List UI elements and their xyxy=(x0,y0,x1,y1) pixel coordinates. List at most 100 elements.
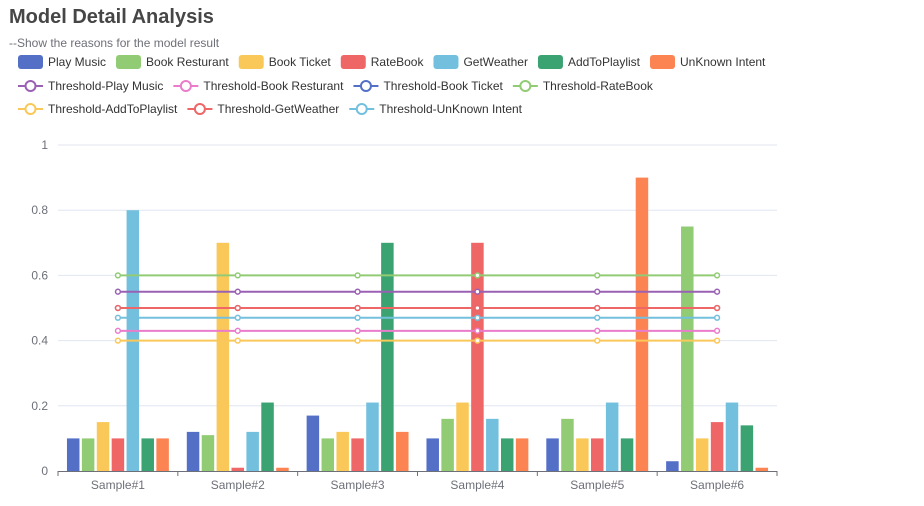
point-threshold-ratebook xyxy=(114,272,122,279)
point-threshold-play-music xyxy=(354,288,361,295)
bar-ratebook xyxy=(591,438,604,471)
legend-label: RateBook xyxy=(371,55,425,69)
legend-item-play-music[interactable]: Play Music xyxy=(18,55,106,69)
bar-book-resturant xyxy=(201,435,215,471)
y-tick-label: 0.2 xyxy=(31,399,48,413)
bar-getweather xyxy=(246,431,259,471)
bar-addtoplaylist xyxy=(620,438,634,471)
legend-label: Threshold-Book Ticket xyxy=(383,79,503,93)
point-threshold-ratebook xyxy=(713,272,721,279)
legend-label: Book Ticket xyxy=(269,55,332,69)
legend-item-threshold-unknown-intent[interactable]: Threshold-UnKnown Intent xyxy=(349,102,523,116)
legend: Play Music Book Resturant Book Ticket RateB… xyxy=(18,55,766,116)
legend-label: Threshold-Book Resturant xyxy=(203,79,344,93)
legend-item-book-ticket[interactable]: Book Ticket xyxy=(238,55,332,69)
bar-unknown-intent xyxy=(755,467,769,471)
bar-play-music xyxy=(306,415,320,471)
legend-item-addtoplaylist[interactable]: AddToPlaylist xyxy=(537,55,641,69)
legend-item-threshold-getweather[interactable]: Threshold-GetWeather xyxy=(187,102,339,116)
legend-item-threshold-play-music[interactable]: Threshold-Play Music xyxy=(18,79,163,93)
bar-addtoplaylist xyxy=(500,438,514,471)
bar-book-resturant xyxy=(681,226,694,471)
bar-ratebook xyxy=(471,242,484,471)
legend-swatch-marker xyxy=(519,80,532,92)
point-threshold-book-resturant xyxy=(474,327,481,334)
legend-label: UnKnown Intent xyxy=(680,55,766,69)
x-tick-label: Sample#4 xyxy=(450,478,504,492)
point-threshold-play-music xyxy=(594,288,601,295)
legend-label: Threshold-RateBook xyxy=(543,79,654,93)
point-threshold-book-resturant xyxy=(114,327,122,334)
bar-play-music xyxy=(546,438,559,471)
point-threshold-book-resturant xyxy=(594,327,601,334)
bar-ratebook xyxy=(351,438,364,471)
point-threshold-book-resturant xyxy=(713,327,721,334)
bar-book-ticket xyxy=(336,431,349,471)
bar-book-ticket xyxy=(456,402,469,471)
y-tick-label: 0.4 xyxy=(31,334,48,348)
bar-book-ticket xyxy=(96,422,110,471)
bar-getweather xyxy=(486,418,499,471)
point-threshold-play-music xyxy=(114,288,122,295)
y-tick-label: 1 xyxy=(41,138,48,152)
legend-item-threshold-ratebook[interactable]: Threshold-RateBook xyxy=(512,79,654,93)
legend-swatch xyxy=(433,55,459,69)
chart-title: Model Detail Analysis xyxy=(9,6,214,28)
point-threshold-getweather xyxy=(354,304,361,312)
point-threshold-getweather xyxy=(713,304,721,312)
point-threshold-play-music xyxy=(713,288,721,295)
legend-item-threshold-book-resturant[interactable]: Threshold-Book Resturant xyxy=(173,79,344,93)
point-threshold-unknown-intent xyxy=(234,314,241,321)
legend-swatch xyxy=(238,55,264,69)
legend-swatch-marker xyxy=(355,103,368,115)
legend-item-ratebook[interactable]: RateBook xyxy=(340,55,425,69)
bar-book-resturant xyxy=(561,418,574,471)
bar-unknown-intent xyxy=(156,438,169,471)
legend-item-book-resturant[interactable]: Book Resturant xyxy=(116,55,229,69)
threshold-lines xyxy=(114,272,721,344)
bar-play-music xyxy=(186,431,200,471)
legend-item-threshold-addtoplaylist[interactable]: Threshold-AddToPlaylist xyxy=(18,102,178,116)
legend-label: GetWeather xyxy=(463,55,527,69)
bar-addtoplaylist xyxy=(381,242,394,471)
point-threshold-getweather xyxy=(594,304,601,312)
x-tick-label: Sample#6 xyxy=(690,478,744,492)
bar-addtoplaylist xyxy=(740,425,754,471)
legend-swatch xyxy=(650,55,675,69)
bar-book-ticket xyxy=(216,242,230,471)
point-threshold-getweather xyxy=(474,304,481,312)
legend-swatch xyxy=(116,55,142,69)
point-threshold-play-music xyxy=(474,288,481,295)
legend-label: AddToPlaylist xyxy=(568,55,641,69)
point-threshold-unknown-intent xyxy=(474,314,481,321)
legend-swatch-marker xyxy=(24,103,37,115)
axes: 0 0.2 0.4 0.6 0.8 1 Sample#1 Sample#2 Sample#3 Sa… xyxy=(31,138,778,492)
legend-label: Play Music xyxy=(48,55,106,69)
legend-label: Threshold-GetWeather xyxy=(217,102,339,116)
legend-item-threshold-book-ticket[interactable]: Threshold-Book Ticket xyxy=(353,79,504,93)
bar-unknown-intent xyxy=(276,467,289,471)
y-tick-label: 0.8 xyxy=(31,203,48,217)
legend-item-unknown-intent[interactable]: UnKnown Intent xyxy=(650,55,766,69)
point-threshold-ratebook xyxy=(234,272,241,279)
legend-label: Book Resturant xyxy=(146,55,229,69)
point-threshold-addtoplaylist xyxy=(114,337,122,344)
y-tick-label: 0.6 xyxy=(31,268,48,282)
x-tick-label: Sample#5 xyxy=(570,478,624,492)
legend-label: Threshold-Play Music xyxy=(48,79,163,93)
point-threshold-book-resturant xyxy=(234,327,241,334)
bar-getweather xyxy=(605,402,619,471)
legend-item-getweather[interactable]: GetWeather xyxy=(433,55,528,69)
legend-swatch xyxy=(340,55,366,69)
bar-book-resturant xyxy=(321,438,335,471)
point-threshold-play-music xyxy=(234,288,241,295)
bars xyxy=(66,177,769,471)
bar-unknown-intent xyxy=(396,431,409,471)
x-tick-label: Sample#2 xyxy=(211,478,265,492)
point-threshold-ratebook xyxy=(354,272,361,279)
bar-unknown-intent xyxy=(635,177,649,471)
bar-ratebook xyxy=(710,422,724,471)
legend-swatch xyxy=(18,55,43,69)
legend-label: Threshold-UnKnown Intent xyxy=(379,102,522,116)
